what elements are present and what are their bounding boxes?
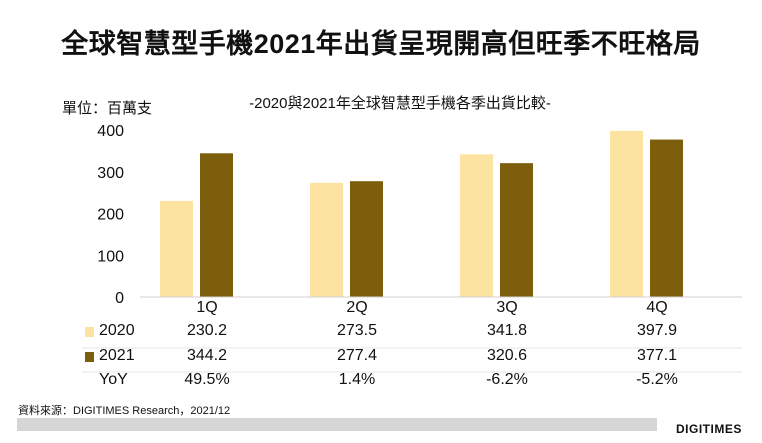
- y-tick-label: 100: [97, 248, 124, 265]
- table-cell: -6.2%: [486, 371, 528, 388]
- bar-2021-4Q: [650, 139, 683, 297]
- y-axis-label: 單位：百萬支: [62, 100, 153, 117]
- chart-title: -2020與2021年全球智慧型手機各季出貨比較-: [249, 95, 551, 112]
- bar-2020-2Q: [310, 182, 343, 297]
- x-tick-label: 2Q: [346, 299, 368, 316]
- bar-2020-4Q: [610, 130, 643, 297]
- legend-swatch-2020: [85, 327, 94, 337]
- x-tick-label: 1Q: [196, 299, 218, 316]
- yoy-label: YoY: [99, 371, 128, 388]
- bar-2021-2Q: [350, 181, 383, 297]
- digitimes-logo: DIGITIMES: [676, 422, 742, 436]
- legend-label: 2021: [99, 347, 135, 364]
- table-cell: 341.8: [486, 322, 528, 339]
- table-cell: 377.1: [636, 347, 678, 364]
- table-cell: 230.2: [186, 322, 228, 339]
- footer-bar: [17, 418, 657, 431]
- table-cell: 344.2: [186, 347, 228, 364]
- y-tick-label: 200: [97, 207, 124, 224]
- bar-2020-3Q: [460, 154, 493, 297]
- legend-label: 2020: [99, 322, 135, 339]
- table-cell: 1.4%: [338, 371, 376, 388]
- table-cell: 397.9: [636, 322, 678, 339]
- legend-swatch-2021: [85, 352, 94, 362]
- source-note: 資料來源：DIGITIMES Research，2021/12: [18, 405, 231, 417]
- page-title: 全球智慧型手機2021年出貨呈現開高但旺季不旺格局: [61, 29, 701, 59]
- y-tick-label: 300: [97, 165, 124, 182]
- table-cell: 273.5: [336, 322, 378, 339]
- bar-2020-1Q: [160, 200, 193, 297]
- bar-2021-3Q: [500, 163, 533, 297]
- bar-2021-1Q: [200, 153, 233, 297]
- table-cell: 49.5%: [184, 371, 230, 388]
- table-cell: 320.6: [486, 347, 528, 364]
- y-tick-label: 400: [97, 123, 124, 140]
- x-tick-label: 4Q: [646, 299, 668, 316]
- table-cell: 277.4: [336, 347, 378, 364]
- y-tick-label: 0: [115, 290, 124, 307]
- table-cell: -5.2%: [636, 371, 678, 388]
- x-tick-label: 3Q: [496, 299, 518, 316]
